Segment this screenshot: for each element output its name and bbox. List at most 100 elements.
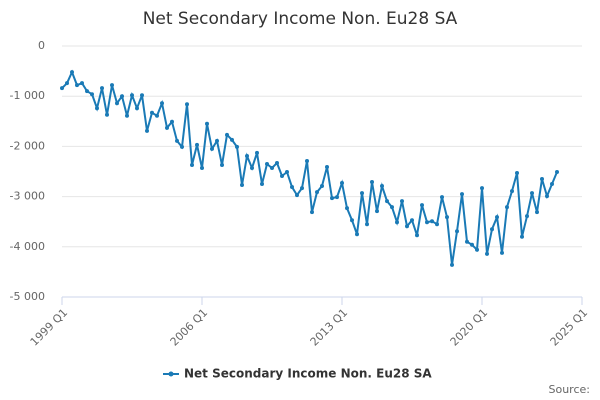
point [260, 182, 264, 187]
point [340, 181, 344, 186]
point [320, 184, 324, 189]
point [425, 220, 429, 225]
point [240, 183, 244, 188]
point [165, 125, 169, 130]
point [360, 191, 364, 196]
point [370, 180, 374, 185]
point [100, 86, 104, 91]
y-tick-label: -5 000 [10, 290, 45, 303]
point [530, 191, 534, 196]
point [400, 199, 404, 204]
point [90, 92, 94, 97]
point [135, 106, 139, 111]
x-tick-label: 2025 Q1 [548, 306, 591, 349]
point [290, 185, 294, 190]
point [145, 128, 149, 133]
point [115, 101, 119, 106]
point [470, 242, 474, 247]
x-tick-label: 2013 Q1 [308, 306, 351, 349]
point [190, 162, 194, 167]
point [85, 89, 89, 94]
point [480, 186, 484, 191]
point [355, 232, 359, 237]
chart-title: Net Secondary Income Non. Eu28 SA [143, 9, 458, 29]
point [540, 177, 544, 182]
point [235, 144, 239, 149]
point [130, 93, 134, 98]
point [170, 119, 174, 124]
point [395, 220, 399, 225]
point [110, 83, 114, 88]
point [445, 215, 449, 220]
point [95, 106, 99, 111]
point [105, 112, 109, 117]
y-tick-label: 0 [38, 39, 45, 52]
y-tick-label: -4 000 [10, 240, 45, 253]
point [460, 192, 464, 197]
point [215, 138, 219, 143]
point [385, 199, 389, 204]
point [535, 210, 539, 215]
y-tick-label: -2 000 [10, 139, 45, 152]
point [265, 161, 269, 166]
source: Source: [549, 383, 591, 396]
point [455, 229, 459, 234]
point [220, 162, 224, 167]
point [490, 227, 494, 232]
point [65, 81, 69, 86]
point [420, 203, 424, 208]
point [125, 113, 129, 118]
point [365, 222, 369, 227]
point [505, 205, 509, 210]
point [550, 182, 554, 187]
point [435, 222, 439, 227]
point [80, 81, 84, 86]
point [70, 70, 74, 75]
point [175, 138, 179, 143]
point [250, 165, 254, 170]
point [330, 196, 334, 201]
point [270, 165, 274, 170]
point [345, 206, 349, 211]
point [450, 262, 454, 267]
point [300, 186, 304, 191]
point [415, 233, 419, 238]
point [75, 83, 79, 88]
point [200, 165, 204, 170]
point [380, 184, 384, 189]
point [275, 160, 279, 165]
point [475, 247, 479, 252]
x-tick-label: 1999 Q1 [28, 306, 71, 349]
point [390, 205, 394, 210]
point [185, 102, 189, 107]
point [180, 144, 184, 149]
point [255, 150, 259, 155]
point [155, 113, 159, 118]
point [210, 146, 214, 151]
y-tick-label: -3 000 [10, 190, 45, 203]
point [510, 189, 514, 194]
point [485, 251, 489, 256]
point [305, 158, 309, 163]
point [495, 215, 499, 220]
point [205, 121, 209, 126]
point [525, 214, 529, 219]
point [310, 210, 314, 215]
point [430, 219, 434, 224]
point [410, 218, 414, 223]
point [375, 209, 379, 214]
point [60, 86, 64, 91]
point [405, 224, 409, 229]
x-tick-label: 2006 Q1 [168, 306, 211, 349]
point [280, 174, 284, 179]
point [140, 93, 144, 98]
x-tick-label: 2020 Q1 [448, 306, 491, 349]
legend-marker [168, 371, 174, 377]
point [335, 195, 339, 200]
point [440, 195, 444, 200]
point [325, 164, 329, 169]
point [295, 193, 299, 198]
point [150, 110, 154, 115]
point [500, 250, 504, 255]
